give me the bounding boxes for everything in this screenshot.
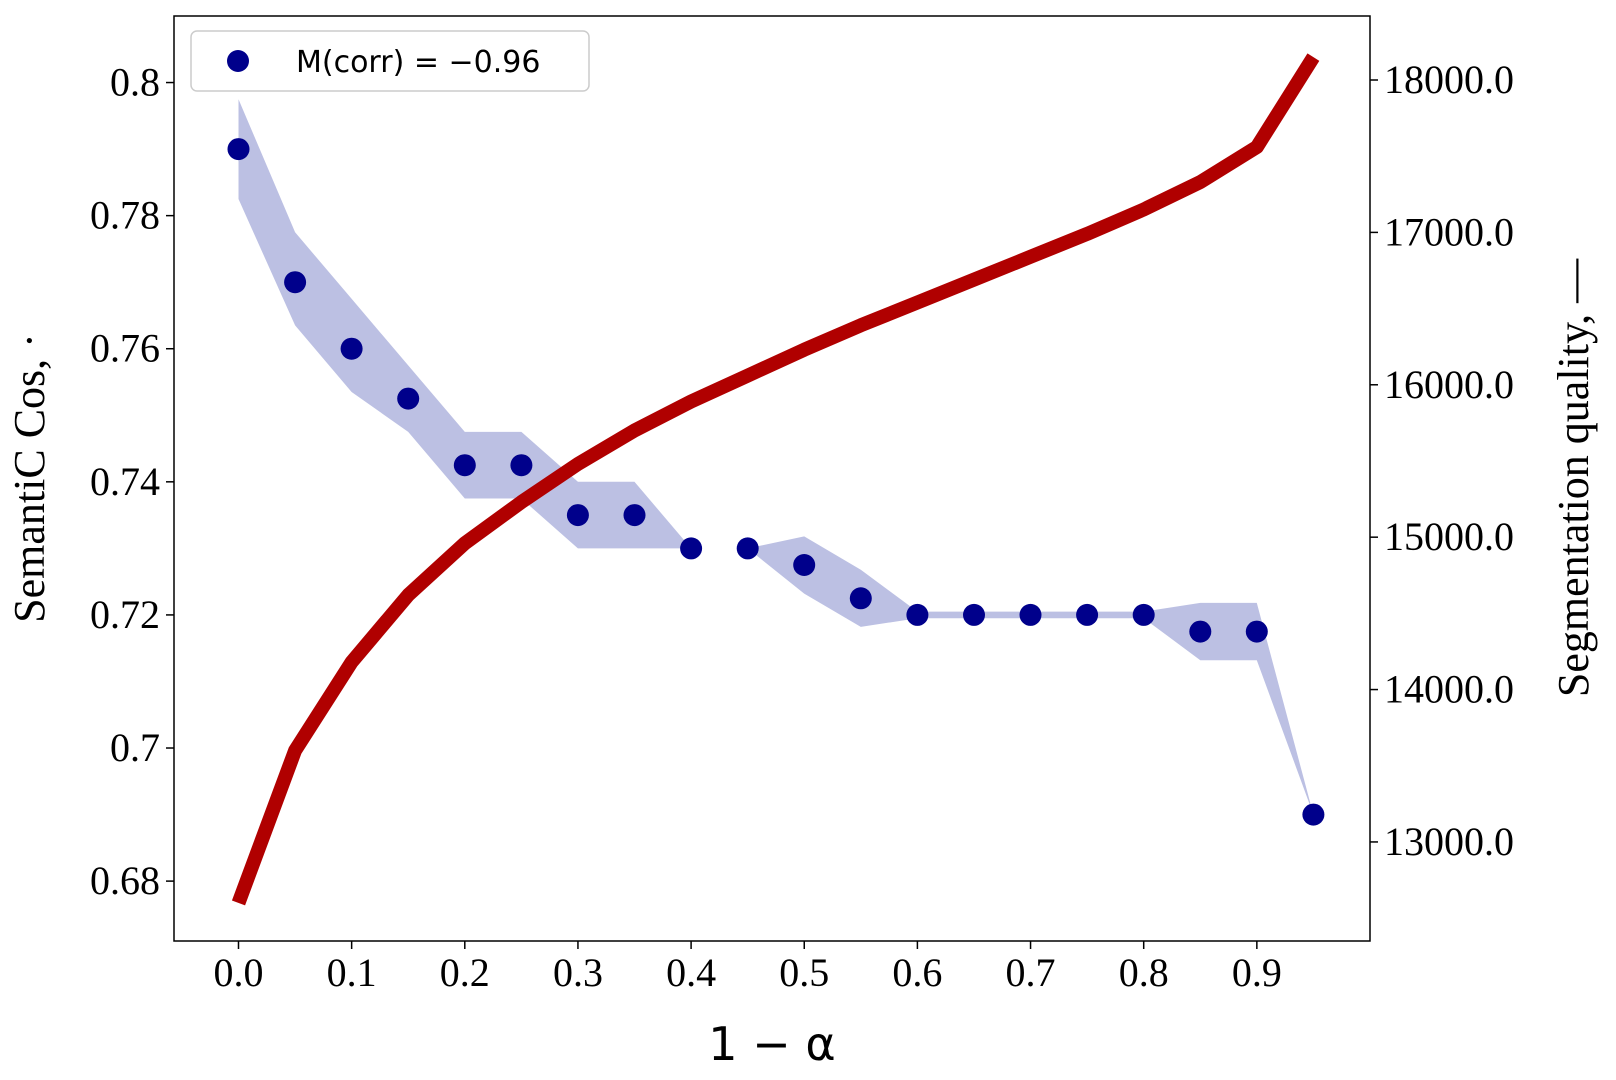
scatter-point — [284, 271, 307, 294]
y-right-tick-label: 14000.0 — [1384, 667, 1514, 712]
y-left-tick-label: 0.68 — [90, 858, 160, 903]
legend-marker — [227, 50, 249, 72]
y-left-axis-title: SemantiC Cos, · — [5, 333, 54, 623]
y-right-axis-title: Segmentation quality, — — [1549, 258, 1598, 697]
y-right-tick-label: 15000.0 — [1384, 514, 1514, 559]
y-left-tick-label: 0.7 — [110, 725, 160, 770]
x-tick-label: 0.5 — [779, 950, 829, 995]
scatter-point — [227, 138, 250, 161]
y-right-tick-label: 16000.0 — [1384, 362, 1514, 407]
scatter-point — [963, 603, 985, 626]
confidence-band — [238, 99, 1314, 815]
y-left-tick-label: 0.72 — [90, 592, 160, 637]
x-tick-label: 0.3 — [553, 950, 603, 995]
scatter-point — [397, 387, 420, 410]
x-axis-ticks: 0.0 0.1 0.2 0.3 0.4 0.5 0.6 0.7 0.8 0.9 — [213, 941, 1282, 995]
confidence-band-layer — [238, 99, 1314, 815]
x-axis-title: 1 − α — [708, 1017, 835, 1071]
y-left-tick-label: 0.76 — [90, 326, 160, 371]
x-tick-label: 0.9 — [1232, 950, 1282, 995]
scatter-point — [1019, 603, 1042, 626]
scatter-point — [1302, 803, 1325, 826]
scatter-point — [793, 554, 816, 576]
scatter-point — [1245, 620, 1268, 643]
quality-line-layer — [231, 53, 1320, 906]
scatter-point — [510, 454, 533, 477]
scatter-point — [736, 537, 759, 560]
scatter-point — [1132, 603, 1155, 626]
y-left-tick-label: 0.74 — [90, 459, 160, 504]
y-right-tick-label: 17000.0 — [1384, 209, 1514, 254]
scatter-point — [623, 504, 646, 527]
scatter-point — [566, 504, 589, 527]
legend: M(corr) = −0.96 — [190, 30, 590, 92]
scatter-point — [340, 337, 363, 360]
segmentation-quality-line — [231, 53, 1320, 906]
x-tick-label: 0.4 — [666, 950, 716, 995]
y-left-axis-ticks: 0.68 0.7 0.72 0.74 0.76 0.78 0.8 — [90, 60, 174, 903]
x-tick-label: 0.2 — [440, 950, 490, 995]
x-tick-label: 0.6 — [892, 950, 942, 995]
scatter-point — [1076, 603, 1099, 626]
y-right-tick-label: 13000.0 — [1384, 819, 1514, 864]
x-tick-label: 0.8 — [1119, 950, 1169, 995]
x-tick-label: 0.0 — [213, 950, 263, 995]
scatter-point — [906, 603, 929, 626]
x-tick-label: 0.7 — [1006, 950, 1056, 995]
y-left-tick-label: 0.78 — [90, 193, 160, 238]
scatter-point — [1189, 620, 1212, 643]
scatter-point — [453, 454, 476, 477]
cosine-points-layer — [227, 138, 1325, 826]
y-left-tick-label: 0.8 — [110, 60, 160, 105]
legend-label: M(corr) = −0.96 — [296, 45, 540, 80]
legend-box — [190, 30, 590, 92]
scatter-point — [849, 587, 872, 610]
plot-frame — [173, 15, 1371, 942]
y-right-axis-ticks: 13000.0 14000.0 15000.0 16000.0 17000.0 18000… — [1370, 57, 1514, 864]
y-right-tick-label: 18000.0 — [1384, 57, 1514, 102]
x-tick-label: 0.1 — [327, 950, 377, 995]
scatter-point — [680, 537, 703, 560]
